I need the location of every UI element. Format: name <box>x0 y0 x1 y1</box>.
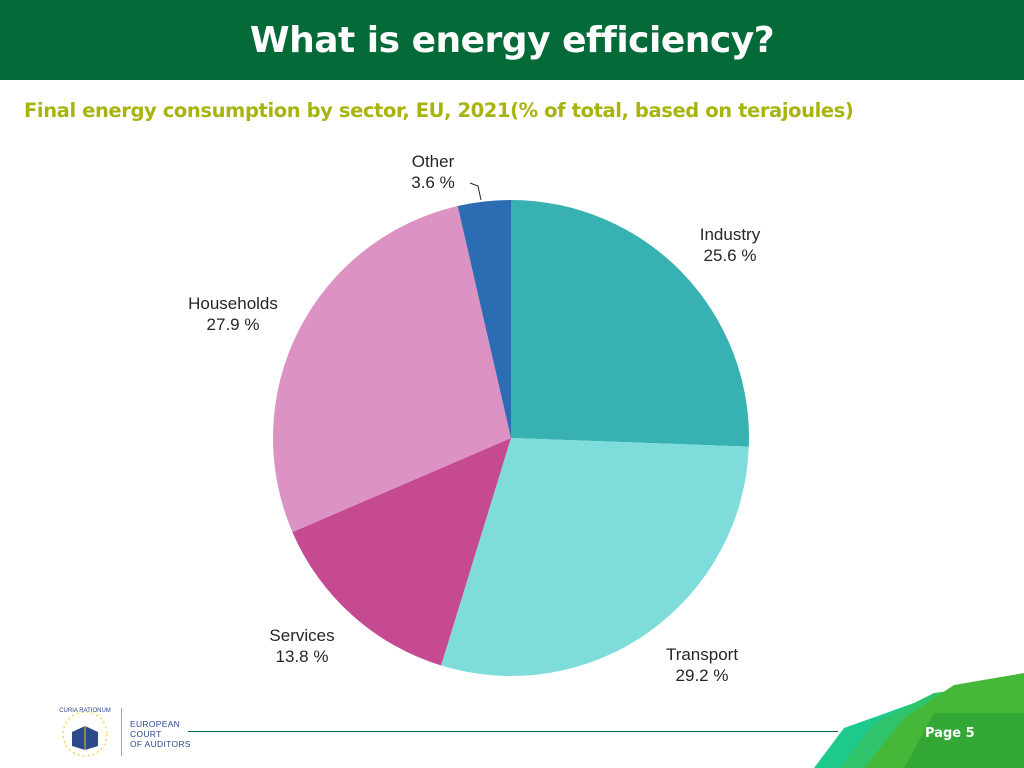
slice-label-services: Services 13.8 % <box>269 626 334 666</box>
page-title: What is energy efficiency? <box>249 19 775 61</box>
logo-divider <box>121 708 122 756</box>
slice-label-other: Other 3.6 % <box>411 152 454 192</box>
other-leader-line <box>469 182 482 201</box>
pie-slice-transport <box>441 438 749 676</box>
eca-logo: CURIA RATIONUM <box>59 708 111 757</box>
green-ribbon-decoration <box>814 673 1024 768</box>
page-number: Page 5 <box>925 726 975 741</box>
pie-slice-other <box>457 200 511 438</box>
slice-label-transport: Transport 29.2 % <box>666 645 738 685</box>
slice-label-industry: Industry 25.6 % <box>700 225 761 265</box>
logo-wordmark: EUROPEAN COURT OF AUDITORS <box>130 719 191 749</box>
slice-label-households: Households 27.9 % <box>188 294 278 334</box>
pie-labels: Industry 25.6 % Transport 29.2 % Services 13.… <box>188 152 761 685</box>
pie-chart: Industry 25.6 % Transport 29.2 % Services 13.… <box>188 152 761 685</box>
logo-line-2: COURT <box>130 729 162 739</box>
logo-line-1: EUROPEAN <box>130 719 181 729</box>
pie-slices <box>273 200 750 676</box>
eca-seal-icon: CURIA RATIONUM <box>59 708 111 757</box>
footer-rule <box>188 731 838 732</box>
svg-text:CURIA RATIONUM: CURIA RATIONUM <box>59 708 111 714</box>
title-bar: What is energy efficiency? <box>0 0 1024 80</box>
chart-title: Final energy consumption by sector, EU, … <box>24 99 854 122</box>
pie-slice-industry <box>511 200 750 447</box>
logo-line-3: OF AUDITORS <box>130 739 191 749</box>
pie-slice-households <box>273 206 511 533</box>
pie-slice-services <box>292 438 511 666</box>
